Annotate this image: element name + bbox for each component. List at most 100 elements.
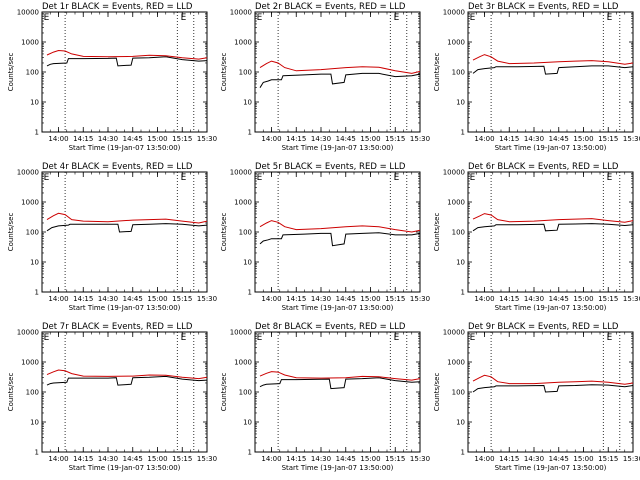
events-series-line: [259, 72, 421, 88]
x-tick-label: 14:00: [474, 135, 494, 143]
x-tick-label: 15:30: [197, 455, 217, 463]
y-tick-label: 100: [452, 229, 465, 237]
lld-series-line: [46, 369, 208, 380]
y-tick-label: 1: [461, 449, 465, 457]
chart-title: Det 4r BLACK = Events, RED = LLD: [42, 162, 193, 172]
chart-title: Det 5r BLACK = Events, RED = LLD: [255, 162, 406, 172]
flag-label: E: [257, 173, 263, 183]
x-tick-label: 15:30: [410, 135, 430, 143]
y-tick-label: 1: [461, 289, 465, 297]
lld-series-line: [46, 49, 208, 60]
y-tick-label: 100: [26, 389, 39, 397]
x-axis-label: Start Time (19-Jan-07 13:50:00): [495, 464, 607, 472]
x-tick-label: 14:15: [286, 455, 306, 463]
x-tick-label: 14:00: [261, 455, 281, 463]
y-tick-label: 1: [248, 289, 252, 297]
x-tick-label: 14:00: [261, 135, 281, 143]
y-tick-label: 10000: [230, 329, 252, 337]
y-tick-label: 10: [30, 99, 39, 107]
chart-title: Det 1r BLACK = Events, RED = LLD: [42, 2, 193, 12]
x-tick-label: 15:15: [385, 455, 405, 463]
y-tick-label: 1000: [447, 359, 465, 367]
x-tick-label: 15:00: [360, 135, 380, 143]
events-series-line: [46, 375, 208, 386]
y-tick-label: 1: [35, 129, 39, 137]
y-tick-label: 10000: [443, 9, 465, 17]
x-tick-label: 15:15: [385, 135, 405, 143]
detector-chart-4: Det 4r BLACK = Events, RED = LLD 1 10 100 10…: [7, 162, 217, 312]
x-tick-label: 15:15: [385, 295, 405, 303]
x-axis-label: Start Time (19-Jan-07 13:50:00): [282, 304, 394, 312]
y-tick-label: 1000: [447, 199, 465, 207]
plot-frame: [254, 331, 421, 453]
y-axis-label: Counts/sec: [433, 373, 441, 412]
x-tick-label: 14:45: [123, 455, 143, 463]
x-tick-label: 14:30: [98, 135, 118, 143]
flag-label: E: [181, 173, 187, 183]
y-tick-label: 1000: [234, 199, 252, 207]
y-tick-label: 1: [248, 449, 252, 457]
x-tick-label: 14:45: [123, 135, 143, 143]
y-tick-label: 10000: [443, 169, 465, 177]
flag-label: E: [470, 333, 476, 343]
y-tick-label: 10: [243, 419, 252, 427]
y-tick-label: 10: [243, 99, 252, 107]
y-tick-label: 100: [452, 389, 465, 397]
x-axis-label: Start Time (19-Jan-07 13:50:00): [69, 304, 181, 312]
chart-title: Det 7r BLACK = Events, RED = LLD: [42, 322, 193, 332]
chart-title: Det 2r BLACK = Events, RED = LLD: [255, 2, 406, 12]
events-series-line: [46, 56, 208, 67]
lld-series-line: [472, 213, 634, 223]
chart-title: Det 6r BLACK = Events, RED = LLD: [468, 162, 619, 172]
x-tick-label: 15:30: [410, 295, 430, 303]
y-tick-label: 10000: [17, 329, 39, 337]
flag-label: E: [257, 333, 263, 343]
y-axis-label: Counts/sec: [433, 213, 441, 252]
detector-chart-7: Det 7r BLACK = Events, RED = LLD 1 10 100 10…: [7, 322, 217, 472]
x-tick-label: 14:15: [499, 295, 519, 303]
x-tick-label: 14:00: [474, 455, 494, 463]
x-tick-label: 14:30: [98, 455, 118, 463]
x-tick-label: 14:00: [48, 135, 68, 143]
y-axis-label: Counts/sec: [220, 53, 228, 92]
flag-label: E: [470, 13, 476, 23]
lld-series-line: [46, 212, 208, 224]
x-tick-label: 15:15: [598, 135, 618, 143]
chart-title: Det 9r BLACK = Events, RED = LLD: [468, 322, 619, 332]
lld-series-line: [259, 60, 421, 74]
y-tick-label: 1000: [21, 359, 39, 367]
x-tick-label: 14:15: [73, 455, 93, 463]
detector-chart-2: Det 2r BLACK = Events, RED = LLD 1 10 100 10…: [220, 2, 430, 152]
y-axis-label: Counts/sec: [220, 213, 228, 252]
x-tick-label: 15:15: [172, 295, 192, 303]
events-series-line: [259, 377, 421, 390]
x-tick-label: 14:45: [549, 135, 569, 143]
events-series-line: [472, 65, 634, 75]
plot-frame: [254, 171, 421, 293]
x-axis-label: Start Time (19-Jan-07 13:50:00): [495, 144, 607, 152]
chart-title: Det 8r BLACK = Events, RED = LLD: [255, 322, 406, 332]
detector-chart-9: Det 9r BLACK = Events, RED = LLD 1 10 100 10…: [433, 322, 640, 472]
plot-frame: [254, 11, 421, 133]
y-tick-label: 10: [243, 259, 252, 267]
x-tick-label: 15:00: [147, 135, 167, 143]
x-tick-label: 15:15: [172, 135, 192, 143]
x-tick-label: 15:30: [410, 455, 430, 463]
x-tick-label: 14:45: [336, 135, 356, 143]
lld-series-line: [472, 374, 634, 385]
flag-label: E: [181, 13, 187, 23]
x-tick-label: 14:15: [286, 295, 306, 303]
flag-label: E: [394, 13, 400, 23]
plot-frame: [467, 171, 634, 293]
y-tick-label: 10: [30, 259, 39, 267]
y-tick-label: 10: [456, 259, 465, 267]
flag-label: E: [44, 173, 50, 183]
events-series-line: [259, 232, 421, 247]
x-tick-label: 14:15: [286, 135, 306, 143]
flag-label: E: [44, 13, 50, 23]
x-tick-label: 14:45: [336, 455, 356, 463]
x-tick-label: 14:45: [549, 295, 569, 303]
y-tick-label: 10000: [230, 169, 252, 177]
y-tick-label: 100: [239, 69, 252, 77]
y-tick-label: 10000: [230, 9, 252, 17]
